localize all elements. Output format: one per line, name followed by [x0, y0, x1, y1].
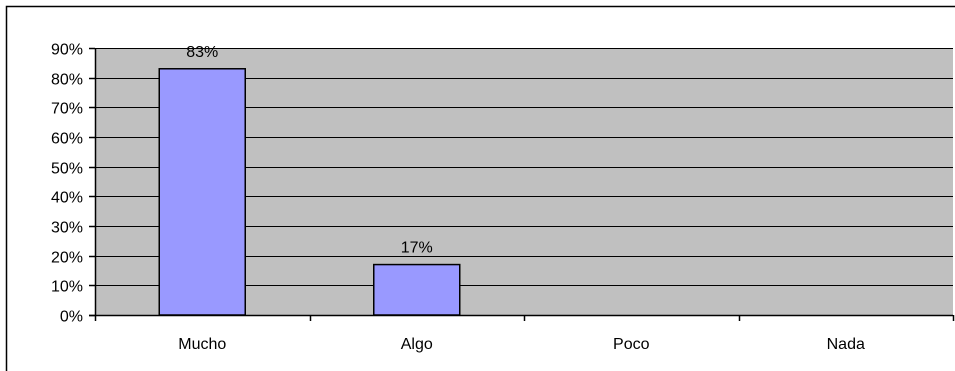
y-tick-label: 0%: [60, 309, 83, 326]
y-tick-label: 60%: [51, 131, 83, 148]
bars: [158, 68, 461, 316]
x-tick-label: Mucho: [178, 336, 226, 353]
data-label-mucho: 83%: [186, 44, 218, 61]
x-tick-label: Poco: [613, 336, 650, 353]
bar-algo: [373, 263, 461, 316]
bar-mucho: [158, 68, 246, 316]
data-labels: 83% 17%: [186, 44, 433, 257]
data-label-algo: 17%: [401, 240, 433, 257]
x-tick-label: Nada: [827, 336, 865, 353]
y-tick-label: 80%: [51, 72, 83, 89]
x-tick-label: Algo: [401, 336, 433, 353]
y-tick-label: 10%: [51, 279, 83, 296]
y-tick-label: 30%: [51, 220, 83, 237]
y-tick-labels: 0% 10% 20% 30% 40% 50% 60% 70% 80% 90%: [51, 42, 83, 326]
y-tick-label: 70%: [51, 101, 83, 118]
x-tick-labels: Mucho Algo Poco Nada: [178, 336, 865, 353]
y-tick-label: 40%: [51, 190, 83, 207]
y-tick-label: 20%: [51, 250, 83, 267]
y-tick-label: 90%: [51, 42, 83, 59]
y-tick-label: 50%: [51, 161, 83, 178]
axes: [89, 47, 955, 321]
